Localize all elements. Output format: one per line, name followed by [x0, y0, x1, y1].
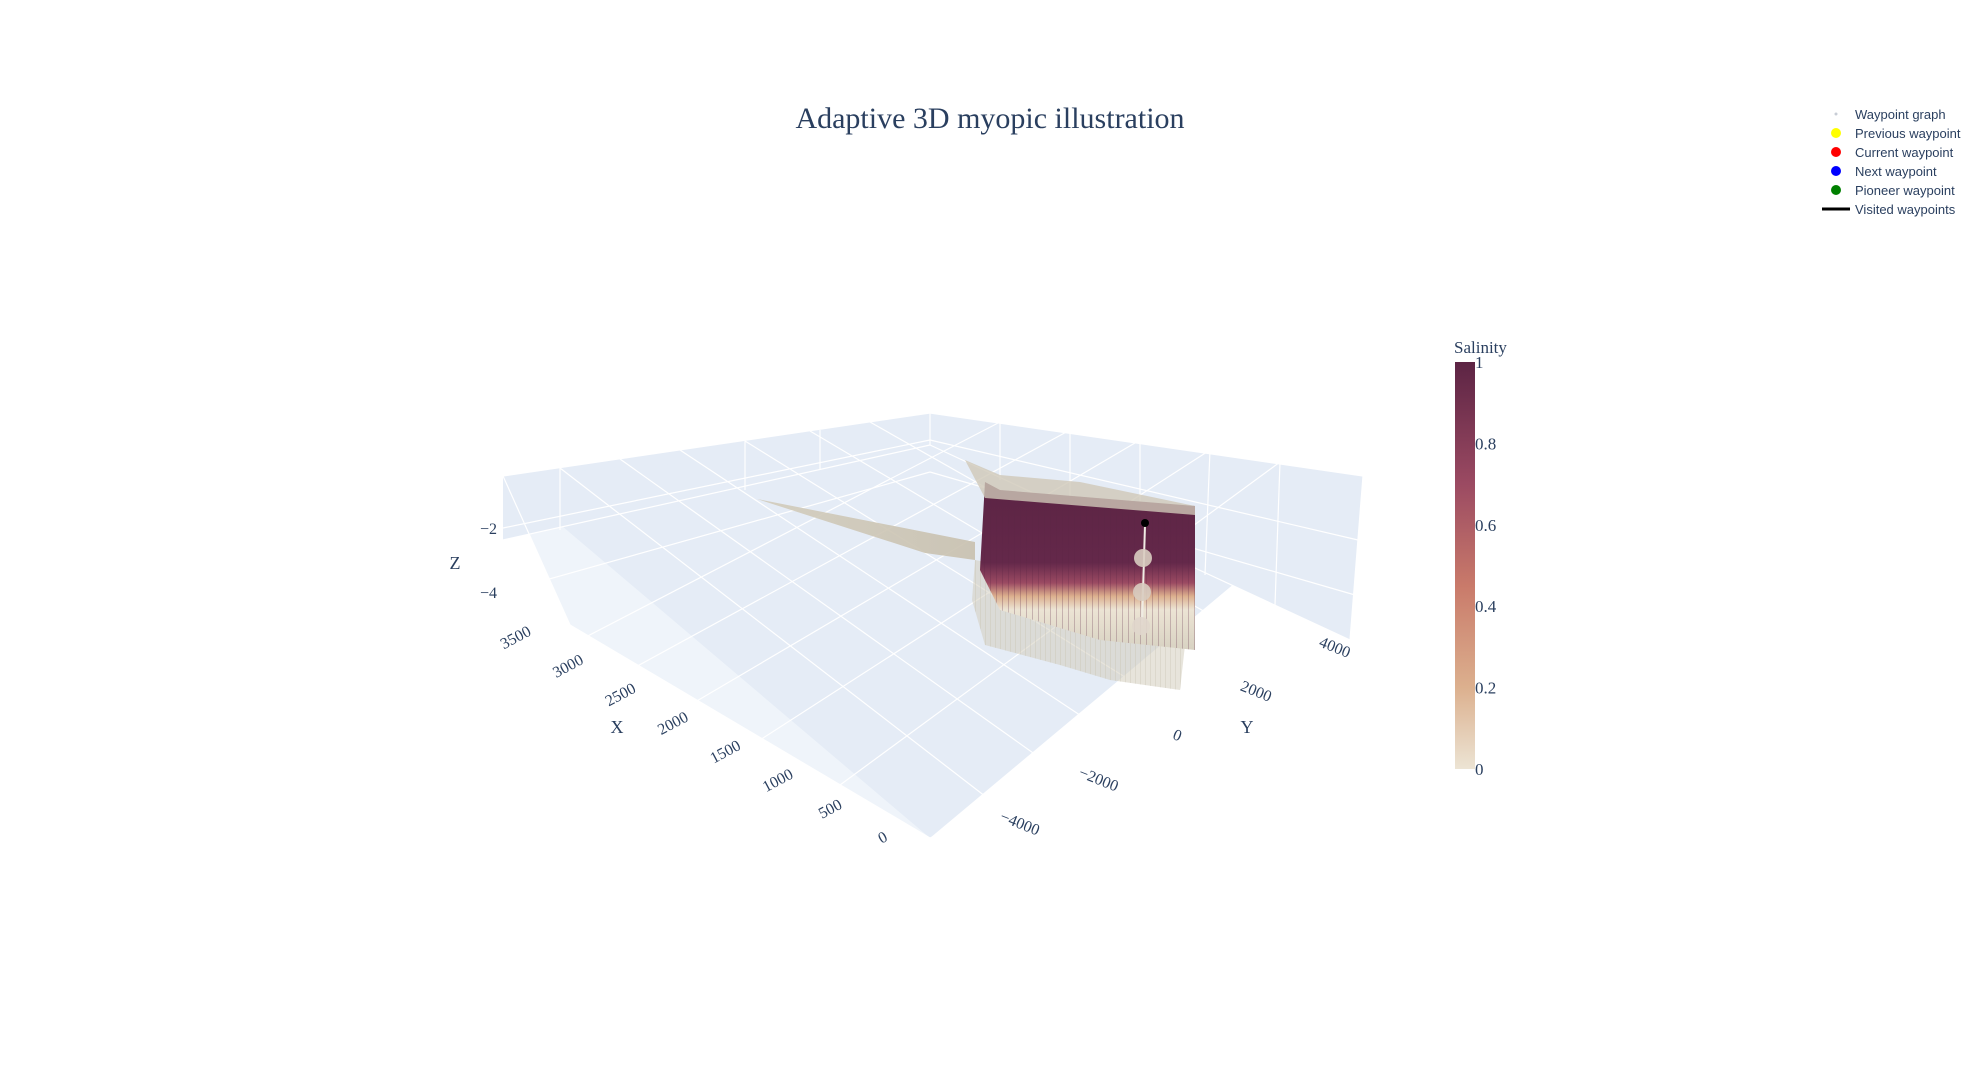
colorbar-tick-label: 1 — [1475, 353, 1484, 372]
legend-item[interactable]: Waypoint graph — [1834, 107, 1946, 122]
z-tick-label: −2 — [480, 521, 497, 538]
colorbar-ticks: 0 0.2 0.4 0.6 0.8 1 — [1475, 353, 1497, 779]
colorbar-tick-label: 0.4 — [1475, 597, 1497, 616]
left-wall — [503, 445, 930, 838]
legend-label: Next waypoint — [1855, 164, 1937, 179]
legend-label: Visited waypoints — [1855, 202, 1956, 217]
y-tick-label: −4000 — [997, 808, 1041, 839]
x-tick-label: 2500 — [603, 680, 639, 710]
x-tick-label: 0 — [875, 829, 890, 848]
colorbar: Salinity 0 0.2 0.4 0.6 0.8 1 — [1454, 338, 1507, 779]
colorbar-tick-label: 0 — [1475, 760, 1484, 779]
legend-label: Current waypoint — [1855, 145, 1954, 160]
y-tick-label: −2000 — [1076, 764, 1120, 795]
colorbar-tick-label: 0.8 — [1475, 434, 1496, 453]
legend-label: Previous waypoint — [1855, 126, 1961, 141]
z-tick-label: −4 — [480, 585, 497, 602]
colorbar-title: Salinity — [1454, 338, 1507, 357]
x-tick-label: 1500 — [707, 737, 743, 767]
legend-item[interactable]: Current waypoint — [1831, 145, 1954, 160]
legend-item[interactable]: Next waypoint — [1831, 164, 1937, 179]
scene[interactable]: 0 500 1000 1500 2000 2500 3000 3500 −4000 −2000 0… — [450, 412, 1364, 848]
colorbar-gradient — [1455, 362, 1475, 769]
volume-top-edge — [965, 460, 1195, 515]
legend-dot-marker — [1831, 147, 1841, 157]
z-axis: −2 −4 — [480, 521, 497, 602]
x-axis-title: X — [611, 717, 624, 737]
legend-label: Waypoint graph — [1855, 107, 1946, 122]
z-axis-title: Z — [450, 553, 461, 573]
legend-item[interactable]: Previous waypoint — [1831, 126, 1961, 141]
legend-dot-marker — [1831, 185, 1841, 195]
legend[interactable]: Waypoint graph Previous waypoint Current w… — [1822, 107, 1961, 217]
x-tick-label: 1000 — [760, 766, 796, 796]
legend-label: Pioneer waypoint — [1855, 183, 1955, 198]
y-tick-label: 2000 — [1238, 678, 1274, 706]
legend-dot-marker — [1831, 166, 1841, 176]
legend-item[interactable]: Visited waypoints — [1822, 202, 1956, 217]
legend-dot-marker — [1834, 112, 1838, 116]
colorbar-tick-label: 0.6 — [1475, 516, 1496, 535]
y-tick-label: 0 — [1170, 726, 1184, 745]
x-tick-label: 3000 — [550, 652, 586, 682]
x-tick-label: 2000 — [655, 709, 691, 739]
chart-title: Adaptive 3D myopic illustration — [795, 102, 1184, 135]
volume-tail — [757, 499, 975, 560]
y-axis-title: Y — [1241, 717, 1254, 737]
x-tick-label: 3500 — [498, 623, 534, 653]
colorbar-tick-label: 0.2 — [1475, 679, 1496, 698]
legend-item[interactable]: Pioneer waypoint — [1831, 183, 1955, 198]
x-tick-label: 500 — [816, 796, 845, 822]
visited-waypoints-path — [1132, 519, 1152, 635]
legend-dot-marker — [1831, 128, 1841, 138]
